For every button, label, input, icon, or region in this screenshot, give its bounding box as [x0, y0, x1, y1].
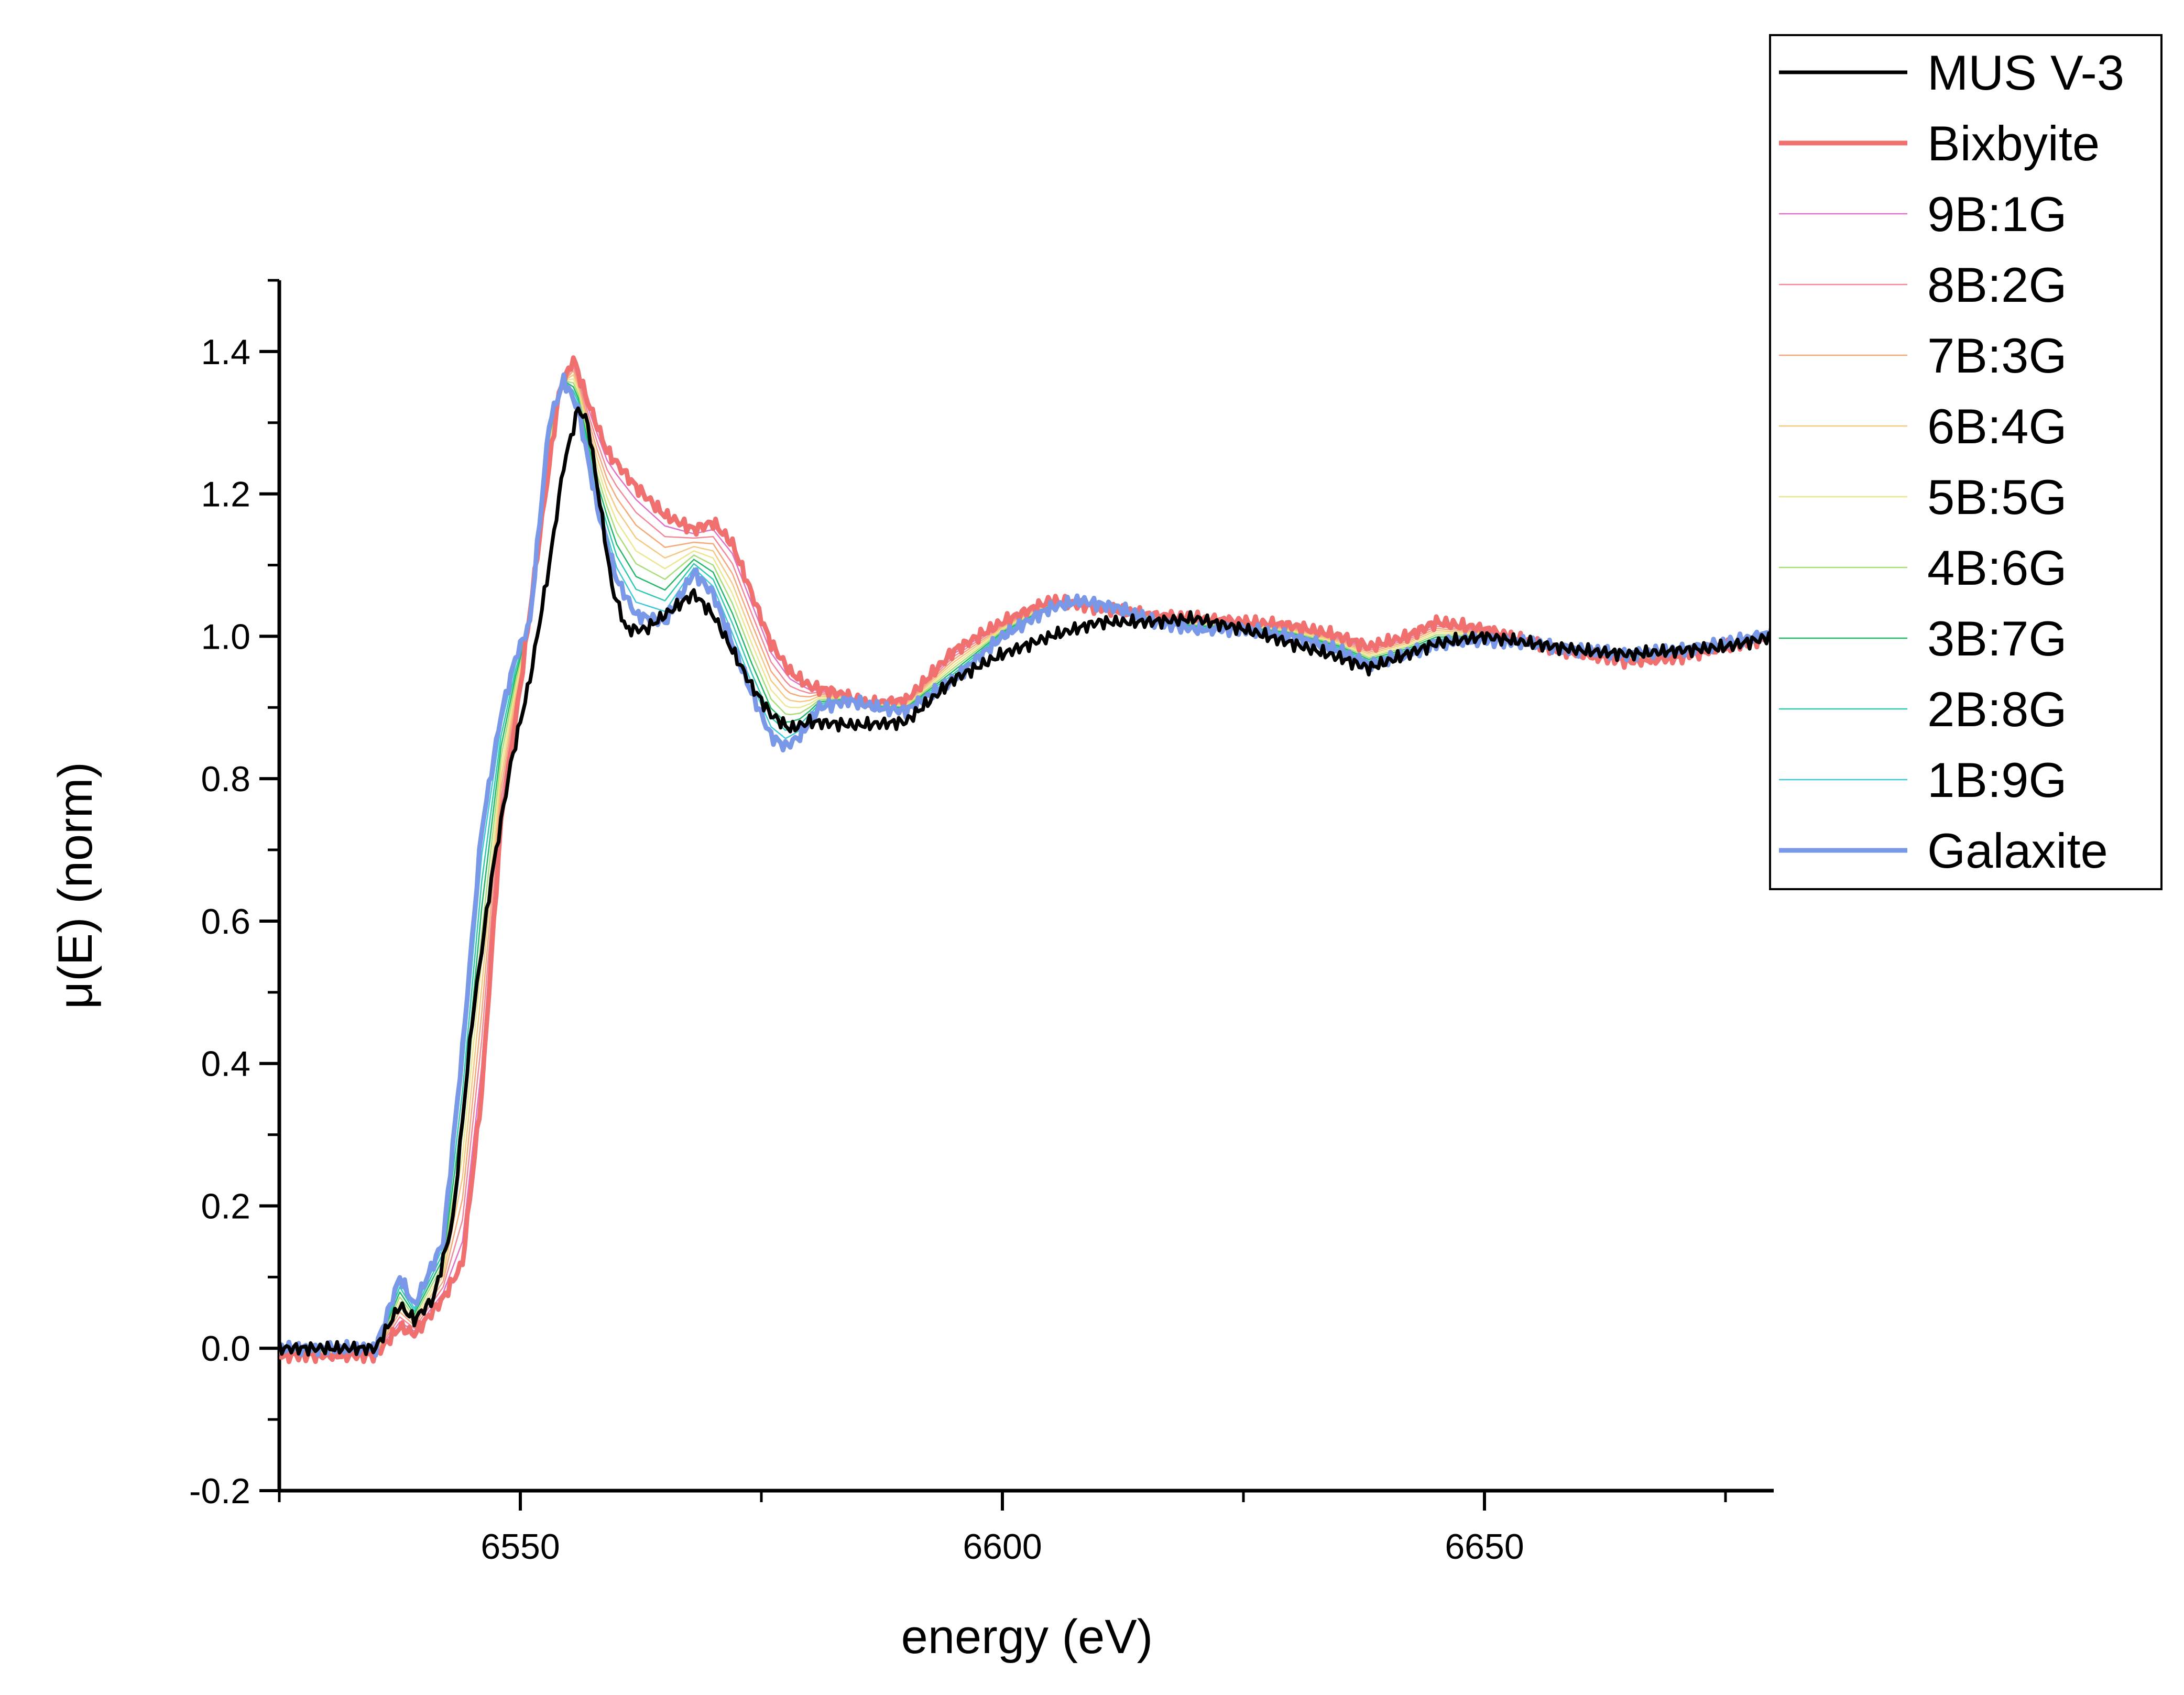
legend-entry: 9B:1G: [1779, 187, 2067, 242]
legend-label: Bixbyite: [1927, 116, 2100, 171]
legend-entry: 7B:3G: [1779, 328, 2067, 383]
legend-label: MUS V-3: [1927, 45, 2124, 100]
legend-label: 6B:4G: [1927, 399, 2067, 454]
legend-entry: 2B:8G: [1779, 682, 2067, 737]
legend-entry: Bixbyite: [1779, 116, 2100, 171]
legend-label: 7B:3G: [1927, 328, 2067, 383]
y-axis-title: μ(E) (norm): [49, 762, 102, 1009]
y-tick-label: 0.0: [201, 1329, 250, 1369]
y-tick-label: 1.4: [201, 332, 250, 372]
x-axis-ticks: 6550 6600 6650: [278, 1491, 1727, 1567]
legend: MUS V-3 Bixbyite 9B:1G 8B:2G 7B:3G 6B:4G 5B:5G…: [1769, 34, 2163, 890]
legend-entry: 8B:2G: [1779, 257, 2067, 312]
y-tick-label: -0.2: [189, 1471, 250, 1511]
legend-entry: 1B:9G: [1779, 752, 2067, 807]
legend-label: 5B:5G: [1927, 469, 2067, 524]
y-tick-label: 1.2: [201, 475, 250, 515]
legend-entry: 4B:6G: [1779, 540, 2067, 595]
legend-entry: Galaxite: [1779, 823, 2108, 878]
legend-label: 4B:6G: [1927, 540, 2067, 595]
y-tick-label: 0.6: [201, 902, 250, 942]
legend-entry: 6B:4G: [1779, 399, 2067, 454]
series-layer: [279, 355, 1774, 1364]
legend-label: 1B:9G: [1927, 752, 2067, 807]
legend-label: 8B:2G: [1927, 257, 2067, 312]
legend-label: Galaxite: [1927, 823, 2108, 878]
legend-label: 3B:7G: [1927, 611, 2067, 666]
x-tick-label: 6600: [963, 1527, 1042, 1567]
legend-entry: 3B:7G: [1779, 611, 2067, 666]
y-axis-ticks: -0.2 0.0 0.2 0.4 0.6 0.8 1.0 1.2 1.4: [189, 279, 279, 1511]
legend-box: [1769, 34, 2163, 890]
legend-entry: 5B:5G: [1779, 469, 2067, 524]
legend-label: 2B:8G: [1927, 682, 2067, 737]
y-tick-label: 0.4: [201, 1044, 250, 1084]
y-tick-label: 0.8: [201, 759, 250, 799]
y-tick-label: 0.2: [201, 1186, 250, 1226]
x-tick-label: 6550: [481, 1527, 560, 1567]
series-line-mus-v-3: [279, 406, 1774, 1357]
x-axis-title: energy (eV): [901, 1610, 1153, 1664]
x-tick-label: 6650: [1445, 1527, 1524, 1567]
legend-label: 9B:1G: [1927, 187, 2067, 242]
legend-entry: MUS V-3: [1779, 45, 2124, 100]
y-tick-label: 1.0: [201, 617, 250, 657]
